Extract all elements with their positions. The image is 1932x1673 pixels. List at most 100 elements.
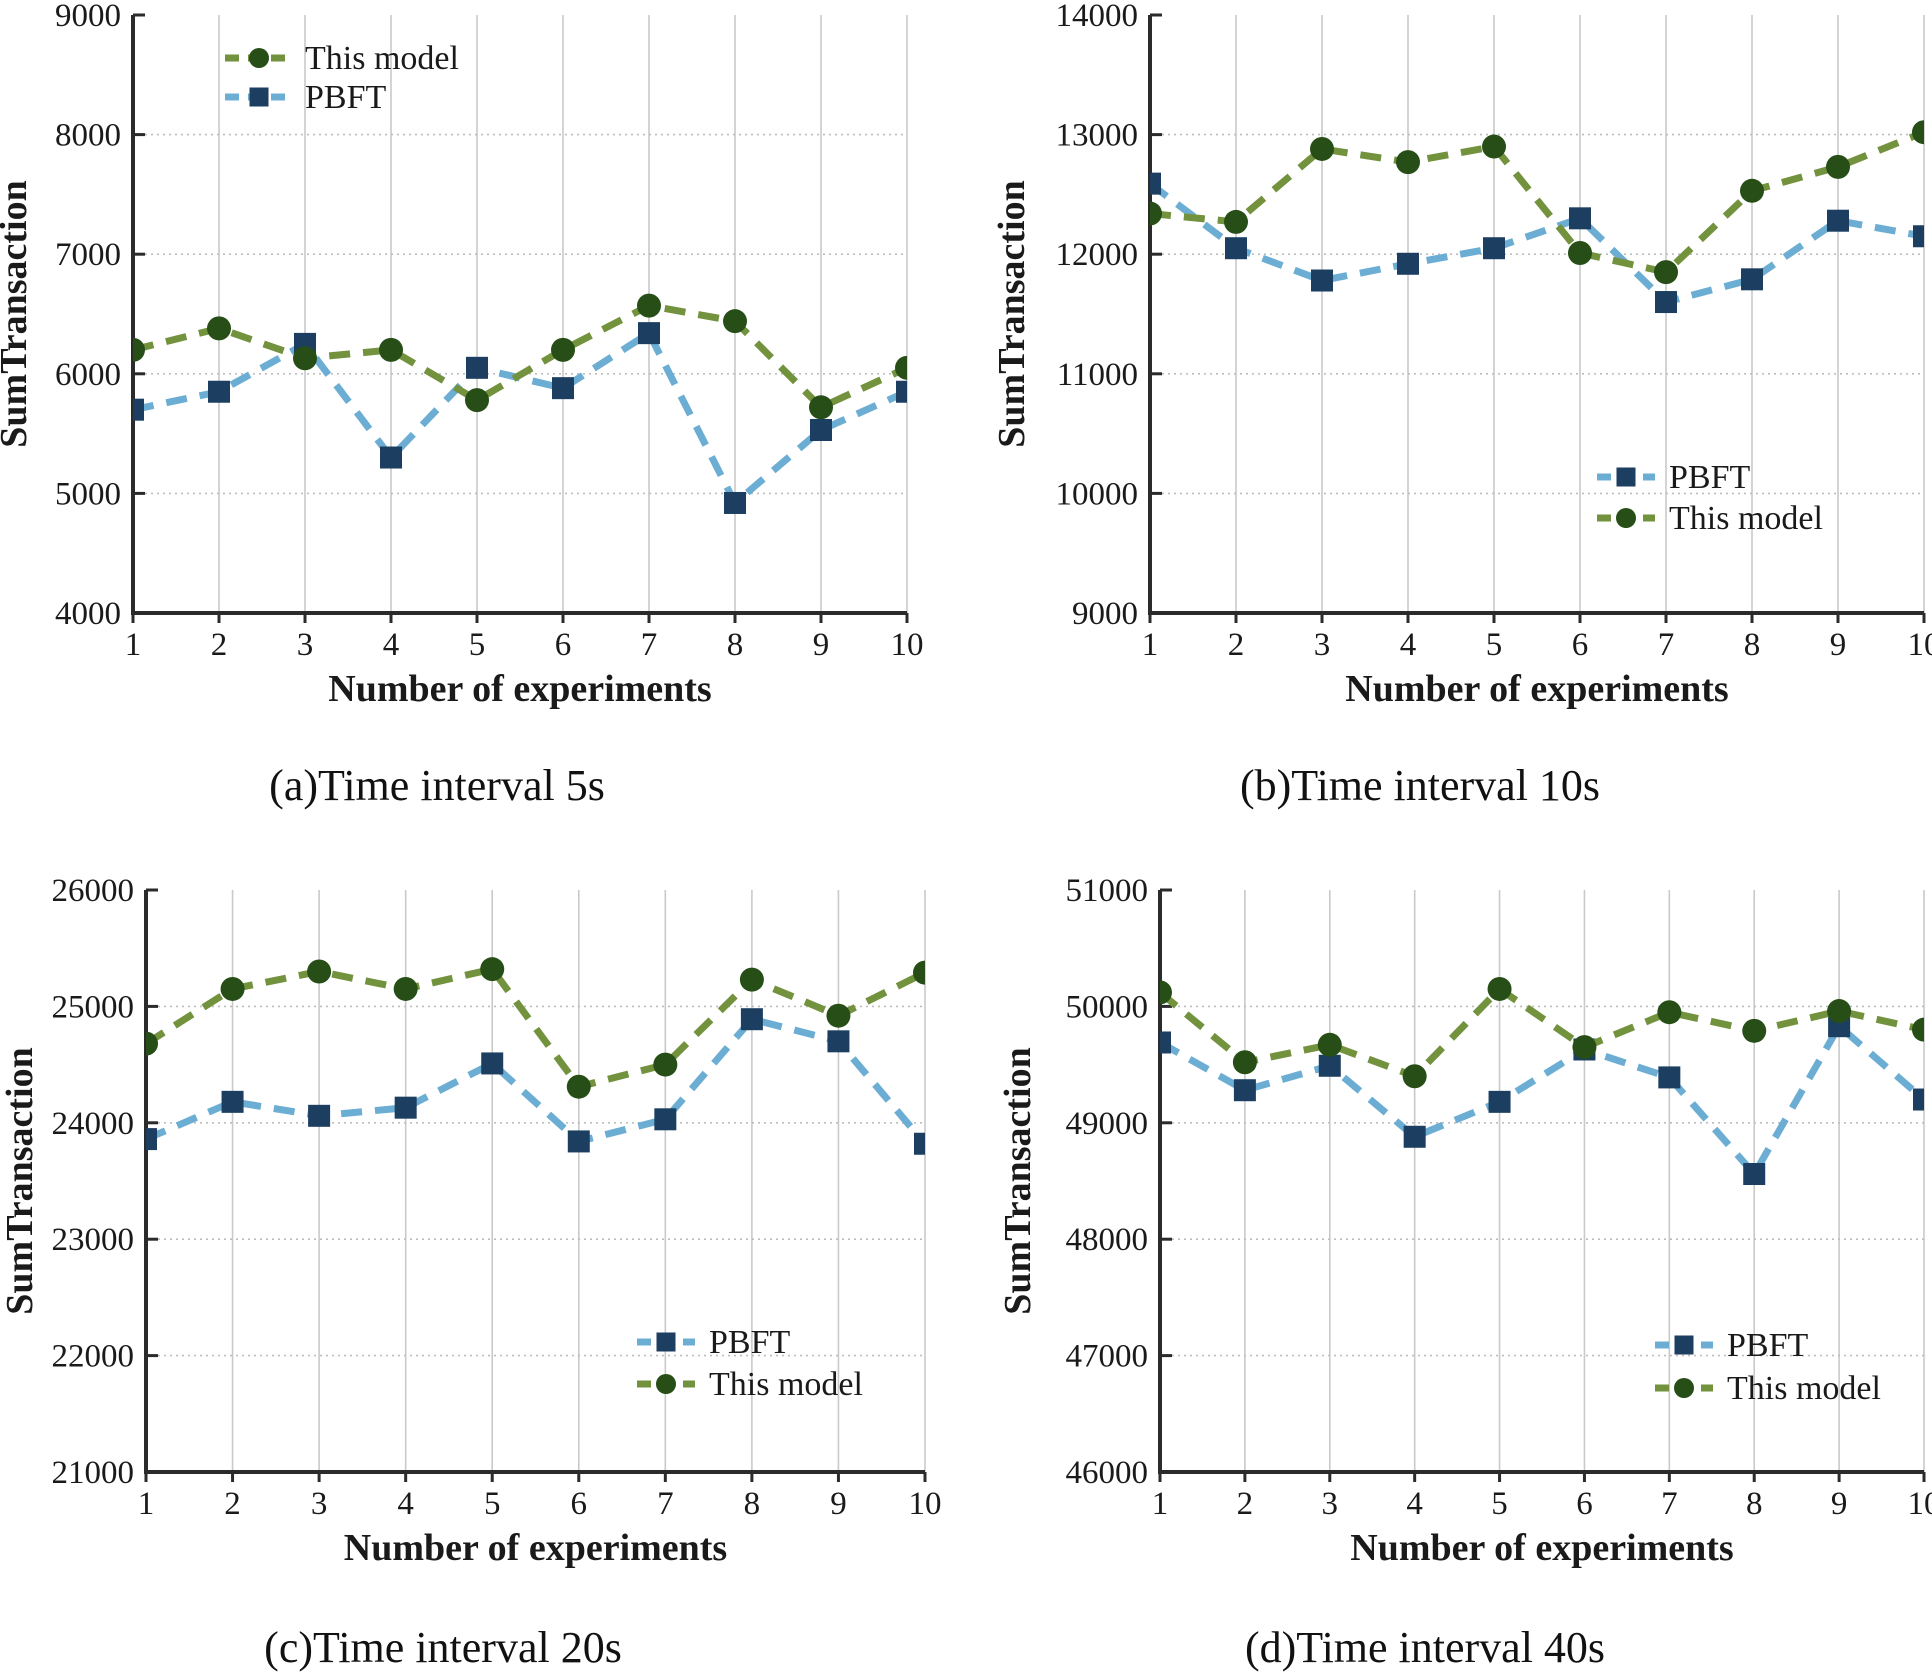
data-point-pbft [1403,1125,1426,1148]
legend-label: PBFT [1727,1327,1808,1364]
x-tick-label: 5 [1486,627,1503,663]
axes: 4000 5000 6000 7000 8000 9000 1 2 3 4 5 6 7 8 9 10 [55,0,924,663]
series-line-pbft [1160,1020,1924,1181]
y-tick-label: 50000 [1066,989,1149,1025]
data-point-pbft [1655,291,1677,314]
series-line-pbft [133,328,907,509]
y-tick-label: 14000 [1056,0,1139,34]
x-tick-label: 7 [657,1486,674,1522]
y-tick-label: 9000 [55,0,121,34]
y-tick-label: 26000 [52,873,135,909]
data-point-pbft [1233,1079,1256,1102]
y-tick-label: 8000 [55,118,121,154]
data-point-pbft [1488,1090,1511,1113]
caption-d: (d)Time interval 40s [1244,1623,1606,1672]
axes: 21000 22000 23000 24000 25000 26000 1 2 3 4 5 6 7 8 9 1… [52,873,942,1522]
data-point-pbft [146,1128,157,1151]
legend-marker-square-icon [1616,467,1636,487]
x-tick-label: 4 [1400,627,1417,663]
data-point-pbft [1160,1031,1171,1054]
data-point-this-model [826,1003,851,1028]
data-point-this-model [653,1052,678,1077]
data-point-this-model [913,960,925,985]
gridlines [1150,15,1925,613]
caption-a: (a)Time interval 5s [269,761,605,810]
legend-label: This model [1727,1370,1881,1407]
x-tick-label: 6 [1572,627,1589,663]
data-point-pbft [208,380,230,403]
data-point-this-model [551,337,575,362]
chart-c: 21000 22000 23000 24000 25000 26000 1 2 3 4 5 6 7 8 9 1… [0,873,942,1569]
y-tick-label: 5000 [55,476,121,512]
legend-marker-circle-icon [1674,1378,1694,1398]
y-tick-label: 51000 [1066,873,1149,909]
data-point-this-model [566,1074,591,1099]
data-point-this-model [1224,209,1248,234]
x-tick-label: 8 [1744,627,1761,663]
data-point-pbft [740,1008,763,1031]
data-point-pbft [1311,269,1333,292]
data-point-pbft [481,1052,504,1075]
data-point-pbft [567,1130,590,1153]
y-tick-label: 21000 [52,1455,135,1491]
axes: 46000 47000 48000 49000 50000 51000 1 2 3 4 5 6 7 8 9 1… [1066,873,1932,1522]
x-tick-label: 9 [813,627,830,663]
x-tick-label: 9 [830,1486,847,1522]
x-axis-label: Number of experiments [1350,1527,1733,1569]
legend: PBFT This model [1655,1327,1881,1407]
x-tick-label: 2 [1228,627,1245,663]
x-tick-label: 1 [138,1486,155,1522]
legend: PBFT This model [1597,459,1823,537]
y-tick-label: 48000 [1066,1222,1149,1258]
x-tick-label: 6 [571,1486,588,1522]
x-tick-label: 10 [909,1486,942,1522]
x-tick-label: 4 [1406,1486,1423,1522]
series-this-model [1150,120,1924,285]
x-axis-label: Number of experiments [328,668,711,710]
x-tick-label: 6 [555,627,572,663]
data-point-pbft [724,491,746,514]
data-point-this-model [1568,241,1592,266]
data-point-this-model [220,976,245,1001]
data-point-this-model [739,967,764,992]
legend-label: PBFT [709,1324,790,1361]
x-tick-label: 4 [383,627,400,663]
data-point-this-model [293,346,317,371]
data-point-pbft [308,1104,331,1127]
x-tick-label: 10 [1908,1486,1932,1522]
data-point-pbft [1658,1066,1681,1089]
x-tick-label: 6 [1576,1486,1593,1522]
data-point-this-model [133,337,145,362]
x-tick-label: 3 [311,1486,328,1522]
caption-c: (c)Time interval 20s [264,1623,622,1672]
series-line-pbft [1150,180,1924,306]
data-point-this-model [1654,260,1678,285]
data-point-pbft [827,1030,850,1053]
data-point-this-model [1402,1064,1427,1089]
y-tick-label: 49000 [1066,1106,1149,1142]
x-axis-label: Number of experiments [1345,668,1728,710]
gridlines [1160,890,1925,1472]
data-point-this-model [1160,980,1172,1005]
data-point-this-model [1310,136,1334,161]
y-tick-label: 23000 [52,1222,135,1258]
data-point-this-model [465,388,489,413]
data-point-this-model [1150,201,1162,226]
x-tick-label: 9 [1831,1486,1848,1522]
data-point-pbft [380,446,402,469]
data-point-pbft [1741,268,1763,291]
data-point-pbft [1913,1088,1924,1111]
data-point-pbft [914,1132,925,1155]
data-point-this-model [1487,976,1512,1001]
data-point-this-model [1742,1018,1767,1043]
legend-marker-circle-icon [1616,508,1636,528]
x-tick-label: 3 [1314,627,1331,663]
x-tick-label: 1 [1152,1486,1169,1522]
data-point-pbft [1569,207,1591,230]
data-point-pbft [638,322,660,345]
data-point-pbft [810,419,832,442]
data-point-this-model [307,959,332,984]
legend-label: This model [709,1366,863,1403]
